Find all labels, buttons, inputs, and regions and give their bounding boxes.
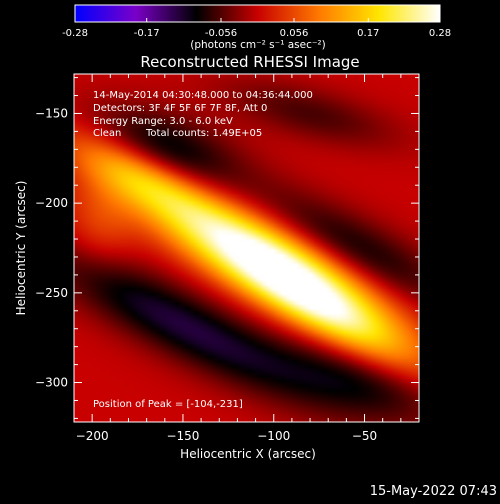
colorbar-tick-label: -0.28 <box>62 28 88 39</box>
colorbar-tick-label: 0.28 <box>429 28 451 39</box>
colorbar <box>74 4 441 23</box>
colorbar-tick-label: 0.17 <box>357 28 379 39</box>
x-axis-label: Heliocentric X (arcsec) <box>180 447 316 461</box>
colorbar-units-label: (photons cm⁻² s⁻¹ asec⁻²) <box>190 39 325 51</box>
y-tick-label: −200 <box>35 196 68 210</box>
y-axis-label: Heliocentric Y (arcsec) <box>14 181 28 316</box>
total-counts-annotation: Total counts: 1.49E+05 <box>145 128 262 139</box>
footer-timestamp: 15-May-2022 07:43 <box>370 484 497 499</box>
y-tick-label: −150 <box>35 106 68 120</box>
axis-ticks: −200 −150 −100 −50 −150 −200 −250 −300 <box>35 74 420 443</box>
colorbar-tick-label: -0.056 <box>205 28 237 39</box>
peak-annotation: Position of Peak = [-104,-231] <box>93 399 243 410</box>
x-tick-label: −50 <box>352 429 377 443</box>
x-tick-label: −150 <box>166 429 199 443</box>
chart-title: Reconstructed RHESSI Image <box>140 53 359 71</box>
colorbar-tick-label: -0.17 <box>134 28 160 39</box>
heatmap-image <box>74 74 419 422</box>
clean-annotation: Clean <box>93 128 121 139</box>
detectors-annotation: Detectors: 3F 4F 5F 6F 7F 8F, Att 0 <box>93 103 267 114</box>
colorbar-ticks: -0.28 -0.17 -0.056 0.056 0.17 0.28 <box>62 18 451 39</box>
energy-annotation: Energy Range: 3.0 - 6.0 keV <box>93 116 233 127</box>
time-range-annotation: 14-May-2014 04:30:48.000 to 04:36:44.000 <box>93 90 313 101</box>
plot-frame <box>73 73 420 423</box>
colorbar-tick-label: 0.056 <box>280 28 309 39</box>
y-tick-label: −300 <box>35 376 68 390</box>
y-tick-label: −250 <box>35 286 68 300</box>
x-tick-label: −100 <box>257 429 290 443</box>
x-tick-label: −200 <box>76 429 109 443</box>
